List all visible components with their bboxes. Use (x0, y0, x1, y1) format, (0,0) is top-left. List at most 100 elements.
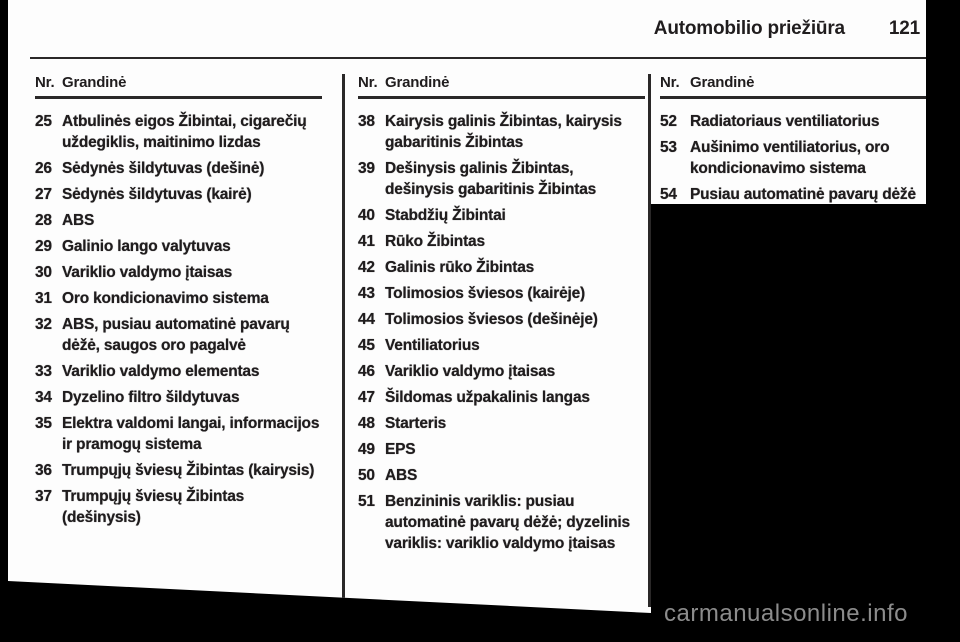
fuse-circuit-text: Trumpųjų šviesų Žibintas (dešinysis) (62, 488, 245, 526)
fuse-circuit-text: ABS (62, 212, 95, 229)
fuse-number: 27 (35, 186, 52, 203)
fuse-circuit-text: Oro kondicionavimo sistema (62, 290, 269, 307)
fuse-number: 54 (660, 186, 677, 203)
fuse-number: 45 (358, 337, 375, 354)
fuse-number: 47 (358, 389, 375, 406)
fuse-circuit-text: Šildomas užpakalinis langas (385, 389, 590, 406)
fuse-circuit-text: Sėdynės šildytuvas (kairė) (62, 186, 252, 203)
fuse-circuit-text: Tolimosios šviesos (dešinėje) (385, 311, 598, 328)
fuse-number: 39 (358, 160, 375, 177)
fuse-circuit-text: Variklio valdymo elementas (62, 363, 260, 380)
fuse-number: 30 (35, 264, 52, 281)
fuse-list-item: 35 Elektra valdomi langai, informacijos i… (35, 413, 322, 455)
fuse-list-item: 25 Atbulinės eigos Žibintai, cigarečių už… (35, 111, 322, 153)
fuse-number: 29 (35, 238, 52, 255)
fuse-number: 49 (358, 441, 375, 458)
fuse-circuit-text: EPS (385, 441, 416, 458)
fuse-list-item: 30 Variklio valdymo įtaisas (35, 262, 322, 283)
fuse-number: 44 (358, 311, 375, 328)
fuse-column-1: Nr. Grandinė 25 Atbulinės eigos Žibintai, c… (35, 74, 322, 533)
fuse-list-item: 48 Starteris (358, 413, 645, 434)
fuse-list-item: 49 EPS (358, 439, 645, 460)
fuse-circuit-text: Pusiau automatinė pavarų dėžė (690, 186, 916, 203)
fuse-number: 34 (35, 389, 52, 406)
fuse-number: 41 (358, 233, 375, 250)
fuse-circuit-text: Dyzelino filtro šildytuvas (62, 389, 240, 406)
fuse-list-item: 52 Radiatoriaus ventiliatorius (660, 111, 926, 132)
page-title: Automobilio priežiūra (653, 18, 845, 39)
fuse-circuit-text: Benzininis variklis: pusiau automatinė p… (385, 493, 630, 552)
column-header-rule (660, 96, 926, 99)
column-header-nr-label: Nr. (35, 74, 55, 91)
fuse-circuit-text: Atbulinės eigos Žibintai, cigarečių užde… (62, 113, 307, 151)
fuse-circuit-text: Stabdžių Žibintai (385, 207, 506, 224)
fuse-number: 36 (35, 462, 52, 479)
fuse-circuit-text: Ventiliatorius (385, 337, 480, 354)
fuse-circuit-text: Variklio valdymo įtaisas (62, 264, 233, 281)
watermark-text: carmanualsonline.info (664, 600, 908, 627)
fuse-list-item: 46 Variklio valdymo įtaisas (358, 361, 645, 382)
fuse-circuit-text: Elektra valdomi langai, informacijos ir … (62, 415, 320, 453)
header-rule (30, 57, 926, 59)
fuse-number: 38 (358, 113, 375, 130)
fuse-list-item: 34 Dyzelino filtro šildytuvas (35, 387, 322, 408)
fuse-circuit-text: Rūko Žibintas (385, 233, 485, 250)
column-header-circuit-label: Grandinė (385, 74, 450, 91)
fuse-list-item: 28 ABS (35, 210, 322, 231)
fuse-list-item: 32 ABS, pusiau automatinė pavarų dėžė, sa… (35, 314, 322, 356)
fuse-number: 53 (660, 139, 677, 156)
column-divider-1 (342, 74, 345, 607)
fuse-list-item: 27 Sėdynės šildytuvas (kairė) (35, 184, 322, 205)
fuse-list-item: 45 Ventiliatorius (358, 335, 645, 356)
fuse-number: 37 (35, 488, 52, 505)
fuse-circuit-text: Trumpųjų šviesų Žibintas (kairysis) (62, 462, 315, 479)
fuse-number: 35 (35, 415, 52, 432)
fuse-column-2: Nr. Grandinė 38 Kairysis galinis Žibintas, … (358, 74, 645, 559)
page-header: Automobilio priežiūra 121 (8, 18, 926, 40)
column-header-circuit-label: Grandinė (690, 74, 755, 91)
fuse-list-item: 42 Galinis rūko Žibintas (358, 257, 645, 278)
column-header-rule (358, 96, 645, 99)
fuse-number: 50 (358, 467, 375, 484)
fuse-number: 51 (358, 493, 375, 510)
fuse-list-item: 29 Galinio lango valytuvas (35, 236, 322, 257)
column-header-circuit-label: Grandinė (62, 74, 127, 91)
fuse-list-item: 54 Pusiau automatinė pavarų dėžė (660, 184, 926, 205)
fuse-circuit-text: Dešinysis galinis Žibintas, dešinysis ga… (385, 160, 597, 198)
page-number: 121 (888, 18, 920, 39)
fuse-list-item: 43 Tolimosios šviesos (kairėje) (358, 283, 645, 304)
fuse-circuit-text: Variklio valdymo įtaisas (385, 363, 556, 380)
fuse-list-item: 37 Trumpųjų šviesų Žibintas (dešinysis) (35, 486, 322, 528)
fuse-number: 43 (358, 285, 375, 302)
fuse-number: 26 (35, 160, 52, 177)
fuse-number: 46 (358, 363, 375, 380)
fuse-circuit-text: ABS (385, 467, 418, 484)
fuse-number: 33 (35, 363, 52, 380)
column-header: Nr. Grandinė (660, 74, 926, 91)
fuse-list-item: 40 Stabdžių Žibintai (358, 205, 645, 226)
fuse-list-item: 33 Variklio valdymo elementas (35, 361, 322, 382)
column-header-nr-label: Nr. (660, 74, 680, 91)
fuse-column-3: Nr. Grandinė 52 Radiatoriaus ventiliatorius… (660, 74, 926, 210)
fuse-circuit-text: Tolimosios šviesos (kairėje) (385, 285, 586, 302)
fuse-list-item: 36 Trumpųjų šviesų Žibintas (kairysis) (35, 460, 322, 481)
fuse-circuit-text: Radiatoriaus ventiliatorius (690, 113, 880, 130)
fuse-number: 25 (35, 113, 52, 130)
fuse-number: 32 (35, 316, 52, 333)
fuse-list-item: 50 ABS (358, 465, 645, 486)
fuse-circuit-text: Kairysis galinis Žibintas, kairysis gaba… (385, 113, 622, 151)
fuse-number: 31 (35, 290, 52, 307)
fuse-circuit-text: Galinis rūko Žibintas (385, 259, 535, 276)
fuse-number: 40 (358, 207, 375, 224)
fuse-circuit-text: ABS, pusiau automatinė pavarų dėžė, saug… (62, 316, 290, 354)
fuse-number: 28 (35, 212, 52, 229)
fuse-list-item: 38 Kairysis galinis Žibintas, kairysis ga… (358, 111, 645, 153)
column-header: Nr. Grandinė (358, 74, 645, 91)
fuse-list-item: 47 Šildomas užpakalinis langas (358, 387, 645, 408)
fuse-list-item: 51 Benzininis variklis: pusiau automatinė… (358, 491, 645, 554)
fuse-list-item: 39 Dešinysis galinis Žibintas, dešinysis … (358, 158, 645, 200)
column-divider-2 (648, 74, 651, 607)
fuse-circuit-text: Starteris (385, 415, 447, 432)
fuse-list-item: 26 Sėdynės šildytuvas (dešinė) (35, 158, 322, 179)
